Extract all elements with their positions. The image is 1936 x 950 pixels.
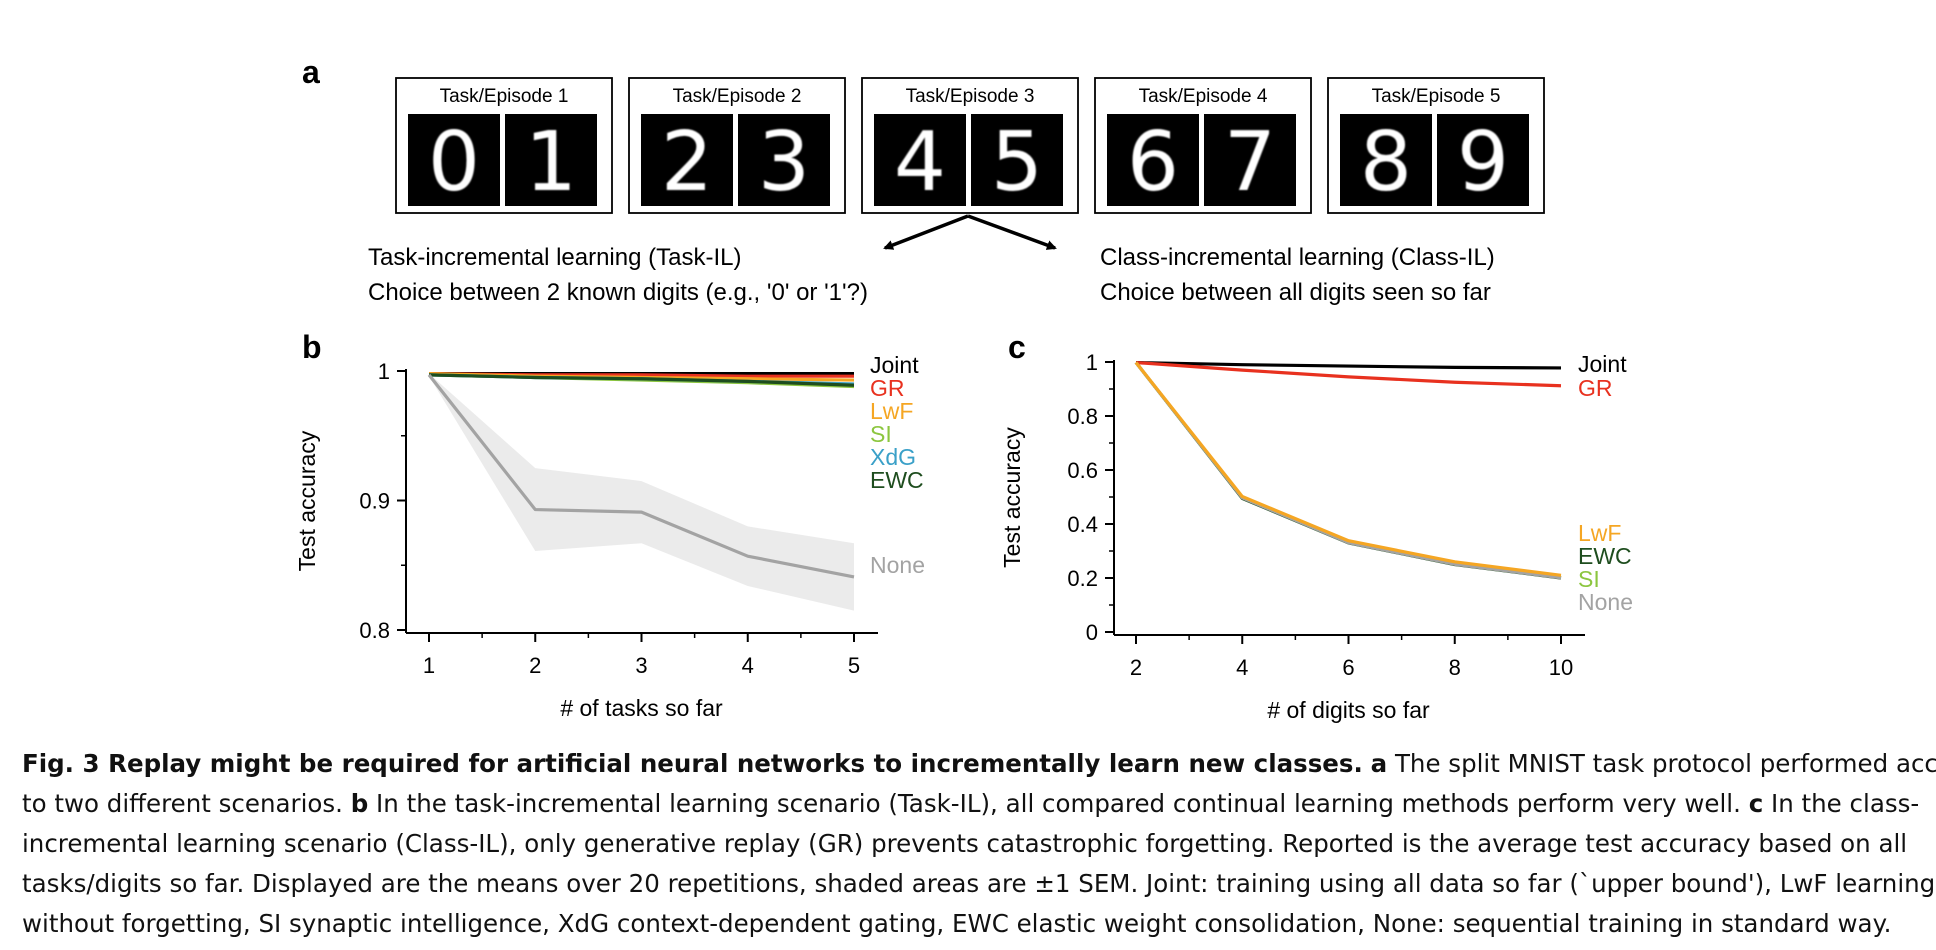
task-label: Task/Episode 3 <box>906 86 1035 107</box>
task-label: Task/Episode 1 <box>440 86 569 107</box>
mnist-digit-glyph: 5 <box>991 115 1043 210</box>
class-il-title: Class-incremental learning (Class-IL) <box>1100 244 1495 271</box>
y-tick-label: 0.6 <box>1067 458 1098 483</box>
x-tick-label: 10 <box>1549 655 1573 680</box>
mnist-digit-glyph: 6 <box>1127 115 1179 210</box>
legend-label-none: None <box>870 552 925 578</box>
task-label: Task/Episode 2 <box>673 86 802 107</box>
task-il-title: Task-incremental learning (Task-IL) <box>368 244 741 271</box>
panel-letter-a: a <box>302 54 320 90</box>
series-line-joint <box>1135 360 1562 370</box>
y-tick-label: 0.4 <box>1067 512 1098 537</box>
x-tick-label: 2 <box>529 653 541 678</box>
task-box-1: Task/Episode 1 0 1 <box>395 77 613 214</box>
panel-letter-b: b <box>302 329 322 365</box>
x-axis-label: # of tasks so far <box>560 695 723 721</box>
task-box-2: Task/Episode 2 2 3 <box>628 77 846 214</box>
legend-label-gr: GR <box>870 375 905 401</box>
caption-line-2: to two different scenarios. b In the tas… <box>22 789 1920 818</box>
series-line-si <box>1134 361 1562 580</box>
mnist-digit-image <box>971 114 1063 206</box>
scenario-arrows <box>883 214 1057 250</box>
y-tick-label: 0.8 <box>359 618 390 643</box>
series-line-ewc <box>1134 361 1562 580</box>
x-tick-label: 8 <box>1449 655 1461 680</box>
mnist-digit-image <box>1107 114 1199 206</box>
legend-label-gr: GR <box>1578 375 1613 401</box>
legend-label-lwf: LwF <box>1578 520 1621 546</box>
mnist-digit-glyph: 8 <box>1360 115 1412 210</box>
mnist-digit-image <box>1204 114 1296 206</box>
x-tick-label: 6 <box>1342 655 1354 680</box>
x-tick-label: 5 <box>848 653 860 678</box>
y-axis-label: Test accuracy <box>999 427 1025 568</box>
y-tick-label: 1 <box>1086 350 1098 375</box>
y-tick-label: 0.2 <box>1067 566 1098 591</box>
mnist-digit-glyph: 7 <box>1224 115 1276 210</box>
mnist-digit-glyph: 0 <box>428 115 480 210</box>
series-line-gr <box>1135 360 1562 388</box>
x-tick-label: 3 <box>635 653 647 678</box>
chart-class-il: 0 0.2 0.4 0.6 0.8 1 2 4 6 8 10 # of digits so far Te… <box>999 350 1633 723</box>
legend-label-xdg: XdG <box>870 444 916 470</box>
task-label: Task/Episode 4 <box>1139 86 1268 107</box>
mnist-digit-glyph: 3 <box>758 115 810 210</box>
mnist-digit-image <box>505 114 597 206</box>
x-tick-label: 4 <box>742 653 754 678</box>
caption-title: Fig. 3 Replay might be required for arti… <box>22 749 1363 778</box>
sem-band-none <box>429 373 854 611</box>
legend-label-none: None <box>1578 589 1633 615</box>
legend-label-si: SI <box>1578 566 1600 592</box>
series-line-ewc <box>428 373 855 387</box>
mnist-digit-image <box>738 114 830 206</box>
legend-label-lwf: LwF <box>870 398 913 424</box>
x-tick-label: 2 <box>1130 655 1142 680</box>
mnist-digit-glyph: 2 <box>661 115 713 210</box>
y-tick-label: 1 <box>378 359 390 384</box>
legend-label-joint: Joint <box>870 352 919 378</box>
series-line-none <box>1134 361 1562 580</box>
mnist-digit-image <box>1340 114 1432 206</box>
legend-label-ewc: EWC <box>1578 543 1632 569</box>
caption-line-3: incremental learning scenario (Class-IL)… <box>22 829 1908 858</box>
task-box-5: Task/Episode 5 8 9 <box>1327 77 1545 214</box>
mnist-digit-image <box>874 114 966 206</box>
task-box-4: Task/Episode 4 6 7 <box>1094 77 1312 214</box>
task-il-description: Choice between 2 known digits (e.g., '0'… <box>368 279 868 306</box>
caption-line-4: tasks/digits so far. Displayed are the m… <box>22 869 1936 898</box>
series-line-none <box>427 373 855 579</box>
mnist-digit-glyph: 1 <box>525 115 577 210</box>
legend-label-joint: Joint <box>1578 351 1627 377</box>
x-tick-label: 4 <box>1236 655 1248 680</box>
task-label: Task/Episode 5 <box>1372 86 1501 107</box>
caption-line-1: Fig. 3 Replay might be required for arti… <box>22 749 1936 778</box>
series-line-lwf <box>1134 361 1562 577</box>
mnist-digit-image <box>1437 114 1529 206</box>
mnist-digit-image <box>641 114 733 206</box>
y-tick-label: 0.9 <box>359 489 390 514</box>
caption-line-5: without forgetting, SI synaptic intellig… <box>22 909 1892 938</box>
mnist-digit-image <box>408 114 500 206</box>
legend-label-ewc: EWC <box>870 467 924 493</box>
chart-task-il: 0.8 0.9 1 1 2 3 4 5 # of tasks so far Test accura… <box>294 352 925 721</box>
mnist-digit-glyph: 4 <box>894 115 946 210</box>
mnist-digit-glyph: 9 <box>1457 115 1509 210</box>
legend-label-si: SI <box>870 421 892 447</box>
class-il-description: Choice between all digits seen so far <box>1100 279 1491 306</box>
x-tick-label: 1 <box>423 653 435 678</box>
y-tick-label: 0 <box>1086 620 1098 645</box>
y-tick-label: 0.8 <box>1067 404 1098 429</box>
panel-letter-c: c <box>1008 329 1026 365</box>
y-axis-label: Test accuracy <box>294 430 320 571</box>
figure-caption: Fig. 3 Replay might be required for arti… <box>22 744 1936 944</box>
x-axis-label: # of digits so far <box>1267 697 1430 723</box>
task-box-3: Task/Episode 3 4 5 <box>861 77 1079 214</box>
